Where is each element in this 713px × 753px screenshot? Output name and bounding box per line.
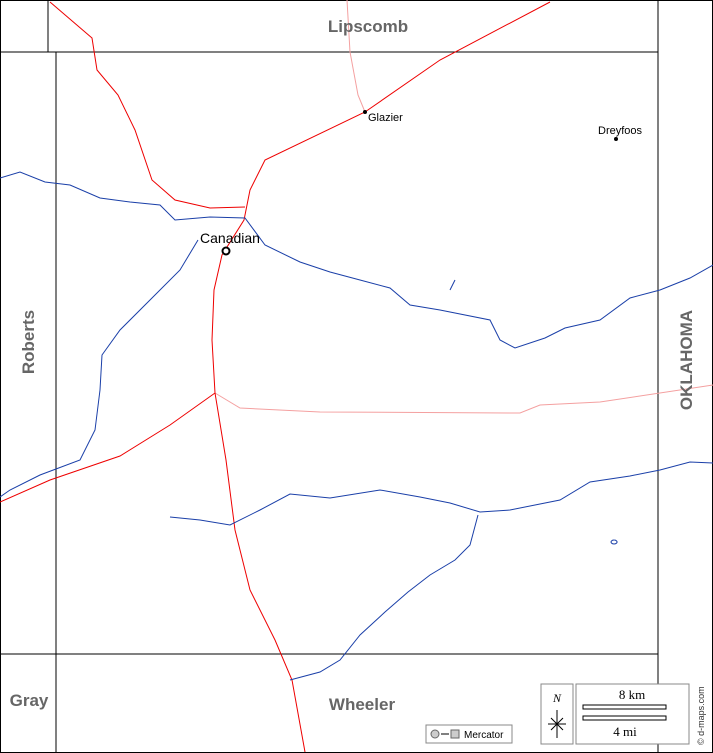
town-markers bbox=[221, 110, 618, 256]
county-label: Lipscomb bbox=[328, 17, 408, 36]
county-label: Wheeler bbox=[329, 695, 396, 714]
county-borders bbox=[0, 0, 659, 753]
legend: N 8 km 4 mi Mercator © d-maps.com bbox=[425, 683, 706, 745]
town-label: Canadian bbox=[200, 230, 260, 246]
rivers bbox=[0, 171, 713, 681]
scale-km: 8 km bbox=[619, 687, 645, 702]
town-label: Dreyfoos bbox=[598, 125, 643, 137]
scale-mi: 4 mi bbox=[613, 724, 637, 739]
roads bbox=[0, 1, 551, 753]
projection: Mercator bbox=[464, 730, 504, 741]
county-label: Roberts bbox=[19, 310, 38, 374]
county-label: Gray bbox=[10, 691, 49, 710]
town-label: Glazier bbox=[368, 112, 403, 124]
minor-roads bbox=[214, 0, 713, 414]
north-arrow: N bbox=[552, 691, 562, 705]
state-label: OKLAHOMA bbox=[677, 310, 696, 410]
credit: © d-maps.com bbox=[696, 686, 706, 745]
